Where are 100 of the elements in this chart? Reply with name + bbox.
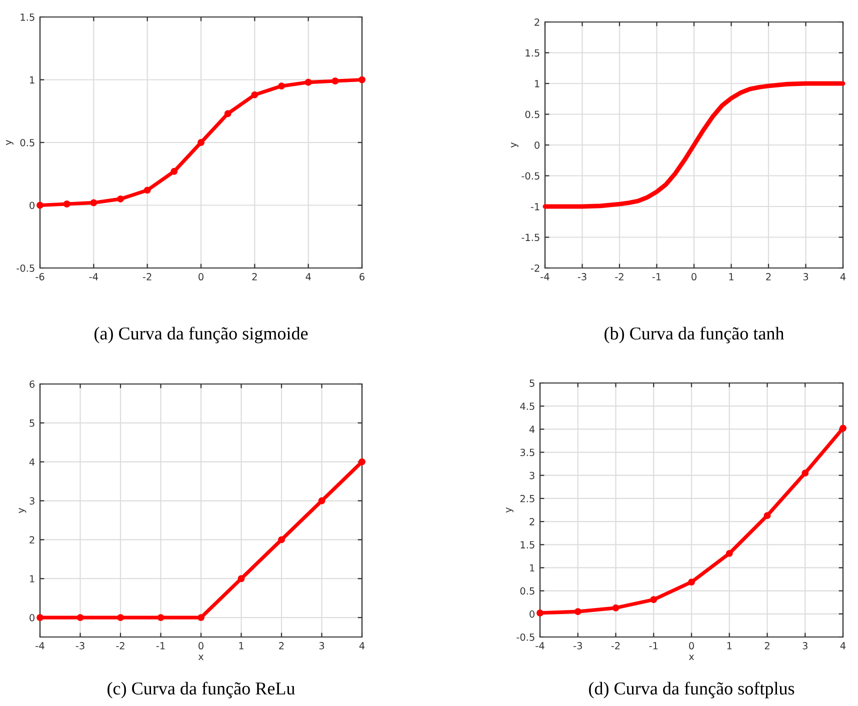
y-tick-label: 0 (30, 202, 34, 210)
x-tick-label: 1 (727, 642, 732, 650)
x-tick-label: 4 (306, 273, 311, 280)
point (358, 458, 366, 466)
x-tick-label: 0 (198, 642, 204, 650)
x-tick-label: 0 (198, 273, 204, 280)
point (36, 614, 44, 622)
point (76, 614, 84, 622)
y-tick-label: 0.5 (525, 110, 540, 118)
x-tick-label: -3 (76, 642, 84, 650)
point (318, 497, 326, 504)
y-tick-label: 0.5 (20, 138, 34, 146)
y-axis-title: y (511, 142, 518, 148)
x-tick-label: -2 (116, 642, 124, 650)
y-tick-label: 2 (30, 536, 34, 544)
y-tick-label: 2.5 (520, 494, 534, 502)
point (198, 614, 204, 622)
text: (d) Curva da função softplus (589, 682, 794, 698)
point (157, 614, 164, 622)
y-tick-label: 2 (534, 18, 540, 26)
x-tick-label: 6 (360, 273, 364, 280)
y-tick-label: -0.5 (516, 633, 534, 641)
x-tick-label: -4 (536, 642, 544, 650)
point (117, 614, 124, 622)
text: (c) Curva da função ReLu (108, 682, 295, 698)
y-tick-label: 1 (30, 76, 34, 84)
point (574, 608, 582, 616)
y-tick-label: 1.5 (520, 541, 534, 548)
y-tick-label: 4.5 (520, 402, 534, 410)
x-axis-title: x (688, 654, 694, 660)
y-tick-label: 3.5 (520, 448, 534, 456)
x-tick-label: -2 (615, 273, 624, 280)
point (224, 110, 232, 118)
x-tick-label: -3 (574, 642, 582, 650)
point (332, 78, 339, 84)
x-tick-label: -1 (649, 642, 658, 650)
x-tick-label: 2 (766, 273, 771, 280)
point (802, 470, 809, 477)
x-tick-label: 4 (359, 642, 365, 650)
x-tick-label: 1 (239, 642, 244, 650)
x-tick-label: 0 (692, 273, 696, 280)
point (840, 424, 846, 432)
x-axis-title: x (198, 654, 204, 660)
point (688, 578, 695, 586)
point (358, 76, 366, 84)
point (90, 199, 98, 206)
y-tick-label: 6 (30, 380, 35, 388)
point (726, 550, 733, 557)
point (170, 168, 178, 175)
x-tick-label: -3 (578, 273, 586, 280)
x-tick-label: 1 (729, 273, 734, 280)
y-tick-label: 3 (530, 472, 534, 480)
y-axis-title: y (506, 507, 514, 513)
x-tick-label: 0 (689, 642, 694, 650)
point (278, 82, 285, 90)
x-tick-label: 2 (279, 642, 284, 650)
x-tick-label: -1 (156, 642, 165, 650)
x-tick-label: 4 (840, 273, 846, 280)
point (117, 196, 124, 202)
point (764, 512, 771, 520)
y-tick-label: 0 (530, 610, 534, 618)
point (238, 575, 245, 582)
y-tick-label: 0 (534, 141, 540, 149)
x-tick-label: 3 (319, 642, 324, 650)
point (251, 91, 258, 98)
point (36, 202, 44, 209)
y-axis-title: y (6, 140, 14, 146)
line-series (542, 81, 846, 209)
y-tick-label: 1 (535, 80, 540, 88)
y-tick-label: 0.5 (520, 587, 534, 595)
point (198, 139, 204, 146)
x-tick-label: -1 (652, 273, 661, 280)
y-tick-label: -0.5 (16, 264, 34, 272)
y-tick-label: 1 (30, 575, 34, 582)
x-tick-label: -4 (89, 273, 98, 280)
point (612, 604, 620, 612)
x-tick-label: -4 (36, 642, 44, 650)
x-tick-label: -4 (540, 273, 550, 280)
x-tick-label: -2 (611, 642, 620, 650)
y-tick-label: 4 (29, 458, 35, 466)
point (304, 78, 312, 86)
y-tick-label: 2 (530, 518, 534, 526)
y-tick-label: 5 (530, 380, 534, 387)
point (63, 200, 70, 208)
text: (b) Curva da função tanh (604, 326, 784, 344)
x-tick-label: 2 (252, 273, 257, 280)
y-tick-label: 0 (30, 614, 34, 622)
y-tick-label: 1.5 (20, 14, 34, 21)
point (650, 596, 658, 604)
x-tick-label: 2 (764, 642, 770, 650)
y-tick-label: -1 (530, 203, 540, 210)
y-tick-label: 1.5 (526, 49, 540, 57)
text: (a) Curva da função sigmoide (94, 326, 308, 344)
point (536, 610, 544, 616)
y-tick-label: -1.5 (522, 234, 540, 242)
x-tick-label: 3 (803, 273, 808, 280)
x-tick-label: -6 (36, 273, 44, 280)
point (278, 536, 285, 544)
x-tick-label: 3 (802, 642, 808, 650)
y-tick-label: 5 (30, 420, 34, 427)
